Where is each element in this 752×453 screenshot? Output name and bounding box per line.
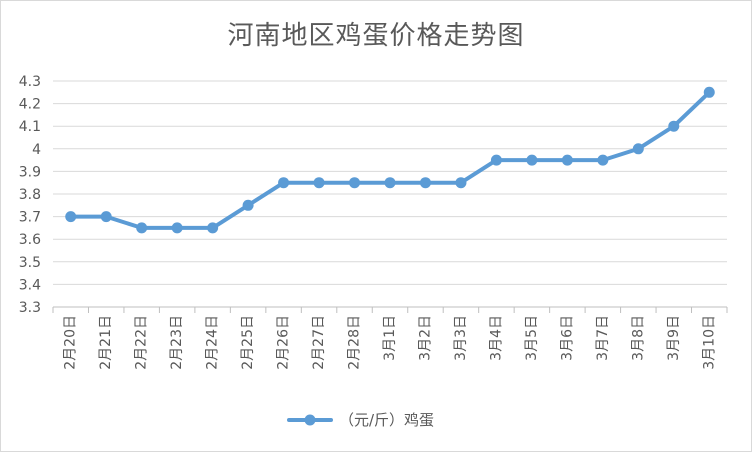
chart-title: 河南地区鸡蛋价格走势图	[227, 21, 525, 51]
data-point	[668, 120, 680, 132]
y-tick-label: 3.6	[19, 232, 41, 248]
data-point	[171, 222, 183, 234]
data-point	[313, 177, 325, 189]
data-point	[100, 211, 112, 223]
x-tick-label: 3月1日	[382, 315, 398, 361]
y-tick-label: 3.8	[19, 187, 41, 203]
y-tick-label: 4.3	[19, 74, 41, 90]
x-tick-label: 3月7日	[595, 315, 611, 361]
y-tick-label: 4	[32, 142, 41, 158]
x-tick-label: 2月25日	[240, 315, 256, 370]
series-line	[68, 90, 712, 230]
data-point	[597, 154, 609, 166]
x-tick-label: 2月28日	[347, 315, 363, 370]
x-tick-label: 2月21日	[98, 315, 114, 370]
data-point	[703, 86, 715, 98]
y-tick-label: 3.5	[19, 255, 41, 271]
x-tick-label: 3月3日	[453, 315, 469, 361]
legend-label: （元/斤）鸡蛋	[339, 411, 434, 429]
x-tick-label: 3月8日	[630, 315, 646, 361]
legend-marker	[304, 414, 316, 426]
y-tick-label: 3.9	[19, 164, 41, 180]
y-tick-label: 4.1	[19, 119, 41, 135]
data-point	[526, 154, 538, 166]
data-point	[136, 222, 148, 234]
x-tick-label: 2月20日	[63, 315, 79, 370]
x-tick-label: 2月23日	[169, 315, 185, 370]
y-tick-label: 3.3	[19, 300, 41, 316]
x-tick-label: 2月27日	[311, 315, 327, 370]
data-point	[242, 199, 254, 211]
data-point	[455, 177, 467, 189]
data-point	[349, 177, 361, 189]
y-tick-label: 3.4	[19, 277, 41, 293]
x-tick-label: 3月9日	[666, 315, 682, 361]
x-tick-label: 3月2日	[417, 315, 433, 361]
y-tick-label: 4.2	[19, 97, 41, 113]
data-point	[490, 154, 502, 166]
data-point	[384, 177, 396, 189]
data-point	[65, 211, 77, 223]
x-tick-label: 2月24日	[205, 315, 221, 370]
x-tick-label: 3月5日	[524, 315, 540, 361]
data-point	[278, 177, 290, 189]
x-tick-label: 3月10日	[701, 315, 717, 370]
y-tick-label: 3.7	[19, 210, 41, 226]
x-tick-label: 2月22日	[134, 315, 150, 370]
data-point	[207, 222, 219, 234]
x-tick-label: 3月6日	[559, 315, 575, 361]
x-tick-label: 3月4日	[488, 315, 504, 361]
data-point	[419, 177, 431, 189]
data-point	[561, 154, 573, 166]
x-tick-label: 2月26日	[276, 315, 292, 370]
data-point	[632, 143, 644, 155]
